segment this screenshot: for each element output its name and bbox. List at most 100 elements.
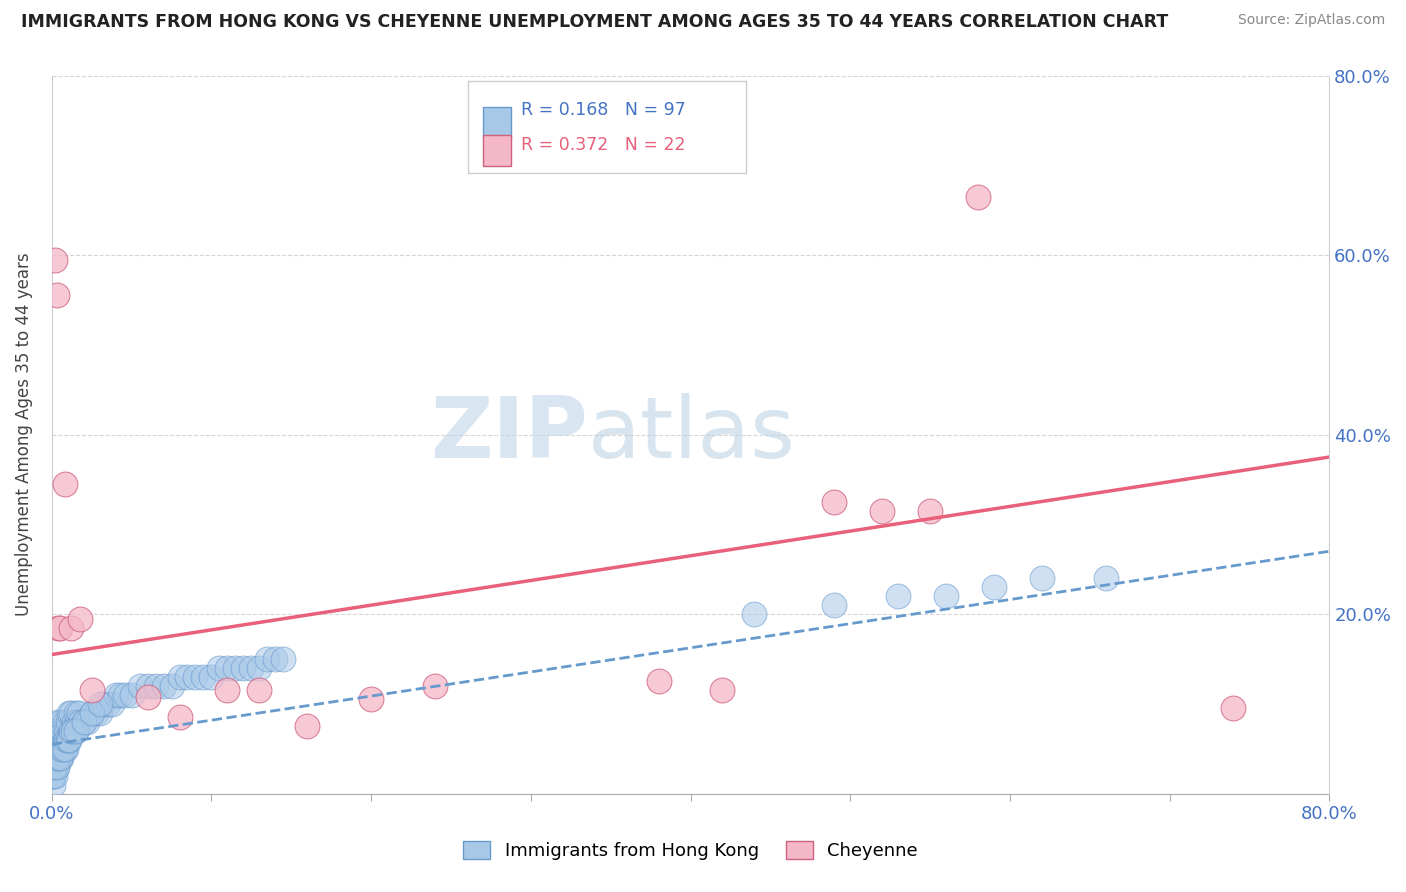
Point <box>45 760 67 774</box>
Point <box>160 679 183 693</box>
Point <box>136 679 159 693</box>
Text: ZIP: ZIP <box>430 393 588 476</box>
Point <box>44 252 66 267</box>
Point <box>53 732 76 747</box>
Point <box>97 697 120 711</box>
Point <box>80 706 103 720</box>
Point <box>52 741 75 756</box>
Point <box>711 683 734 698</box>
Point <box>136 690 159 704</box>
Point <box>42 760 65 774</box>
Text: R = 0.168   N = 97: R = 0.168 N = 97 <box>522 101 686 119</box>
Point <box>45 751 67 765</box>
Point <box>53 741 76 756</box>
Point <box>56 732 79 747</box>
Point <box>53 714 76 729</box>
Point <box>42 778 65 792</box>
Point <box>110 688 132 702</box>
Point <box>44 760 66 774</box>
Point <box>360 692 382 706</box>
Point <box>1094 571 1116 585</box>
Point <box>73 714 96 729</box>
Point <box>184 670 207 684</box>
Point <box>1031 571 1053 585</box>
Point <box>744 607 766 621</box>
Point <box>647 674 669 689</box>
Point <box>91 697 114 711</box>
Point <box>89 697 111 711</box>
Point <box>44 760 66 774</box>
Point <box>48 723 70 738</box>
Point <box>46 714 69 729</box>
Point <box>46 621 69 635</box>
Point <box>63 714 86 729</box>
Text: R = 0.372   N = 22: R = 0.372 N = 22 <box>522 136 686 154</box>
Point <box>48 741 70 756</box>
Point <box>59 706 82 720</box>
Point <box>52 741 75 756</box>
Point <box>121 688 143 702</box>
Point <box>256 652 278 666</box>
Point <box>51 714 73 729</box>
Point <box>45 723 67 738</box>
Point <box>271 652 294 666</box>
Point <box>44 751 66 765</box>
Point <box>169 670 191 684</box>
Point <box>46 751 69 765</box>
Point <box>58 732 80 747</box>
Point <box>58 706 80 720</box>
Point <box>58 732 80 747</box>
Point <box>983 580 1005 594</box>
Point <box>104 688 127 702</box>
Point <box>69 612 91 626</box>
Point <box>101 697 124 711</box>
Point <box>247 683 270 698</box>
Point <box>870 504 893 518</box>
Point <box>52 723 75 738</box>
Point <box>887 589 910 603</box>
Point <box>200 670 222 684</box>
Point <box>65 723 87 738</box>
Point <box>42 751 65 765</box>
Point <box>89 706 111 720</box>
Point <box>823 598 845 612</box>
Point <box>45 288 67 302</box>
Point <box>145 679 167 693</box>
Point <box>44 741 66 756</box>
Point <box>224 661 246 675</box>
Point <box>55 741 77 756</box>
Point <box>967 190 990 204</box>
Legend: Immigrants from Hong Kong, Cheyenne: Immigrants from Hong Kong, Cheyenne <box>456 833 925 867</box>
Point <box>80 706 103 720</box>
Point <box>169 710 191 724</box>
Point <box>51 751 73 765</box>
Point <box>48 751 70 765</box>
Point <box>59 723 82 738</box>
Point <box>232 661 254 675</box>
Point <box>59 621 82 635</box>
Point <box>55 723 77 738</box>
Point <box>76 714 98 729</box>
Y-axis label: Unemployment Among Ages 35 to 44 years: Unemployment Among Ages 35 to 44 years <box>15 252 32 616</box>
Point <box>48 621 70 635</box>
Point <box>55 732 77 747</box>
Point <box>240 661 263 675</box>
Point <box>53 477 76 491</box>
Point <box>152 679 174 693</box>
Point <box>69 714 91 729</box>
Point <box>65 723 87 738</box>
Point <box>59 723 82 738</box>
Point <box>65 706 87 720</box>
Point <box>918 504 941 518</box>
Point <box>264 652 287 666</box>
Point <box>247 661 270 675</box>
Point <box>42 769 65 783</box>
Point <box>67 706 90 720</box>
Point <box>86 706 108 720</box>
Point <box>62 723 84 738</box>
Point <box>823 495 845 509</box>
Point <box>128 679 150 693</box>
Point <box>45 760 67 774</box>
Point <box>44 732 66 747</box>
Text: atlas: atlas <box>588 393 796 476</box>
